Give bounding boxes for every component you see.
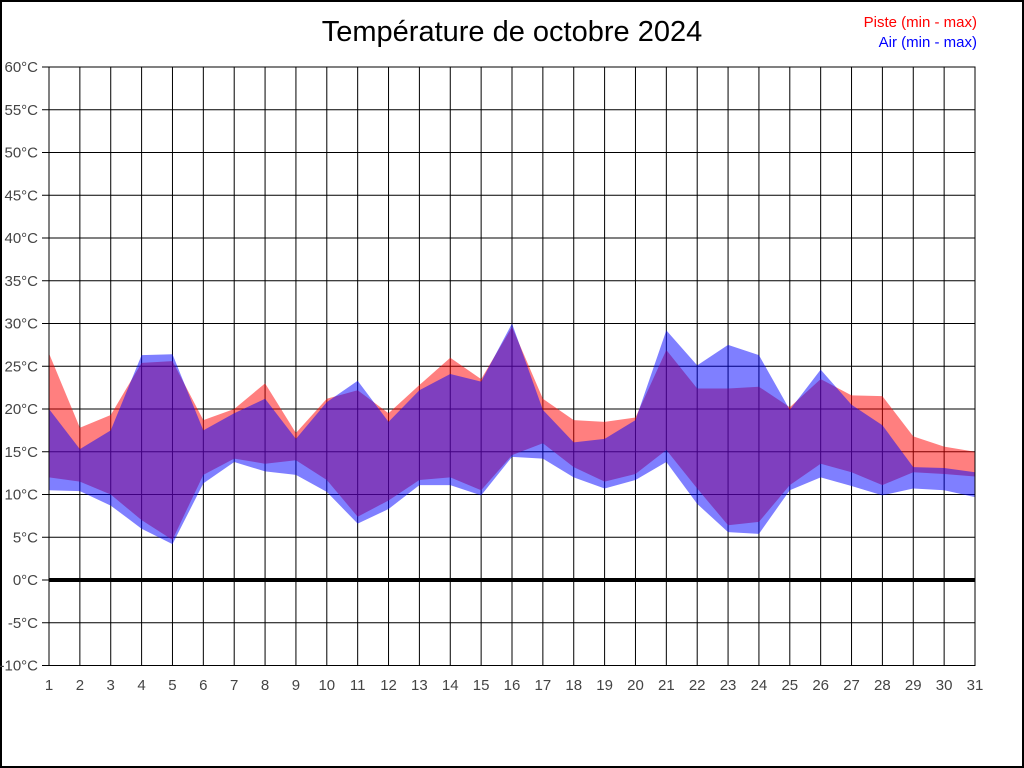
y-axis-tick-label: 25°C xyxy=(4,358,38,375)
legend-entry-air: Air (min - max) xyxy=(878,34,977,51)
y-axis-tick-label: 45°C xyxy=(4,187,38,204)
x-axis-tick-label: 8 xyxy=(261,677,269,694)
x-axis-tick-label: 21 xyxy=(658,677,675,694)
x-axis-tick-label: 11 xyxy=(350,677,366,694)
x-axis-tick-label: 28 xyxy=(874,677,891,694)
y-axis-tick-label: 0°C xyxy=(13,572,38,589)
x-axis-tick-label: 26 xyxy=(812,677,829,694)
air-range-band xyxy=(49,323,975,545)
x-axis-tick-label: 10 xyxy=(318,677,335,694)
x-axis-tick-label: 14 xyxy=(442,677,459,694)
chart-title: Température de octobre 2024 xyxy=(321,16,703,48)
legend-entry-piste: Piste (min - max) xyxy=(863,14,977,31)
x-axis-tick-label: 24 xyxy=(751,677,768,694)
x-axis-tick-label: 30 xyxy=(936,677,953,694)
x-axis-tick-label: 3 xyxy=(107,677,115,694)
y-axis-tick-label: 5°C xyxy=(13,529,38,546)
y-axis-tick-label: 60°C xyxy=(4,59,38,76)
x-axis-tick-label: 2 xyxy=(76,677,84,694)
x-axis-tick-label: 13 xyxy=(411,677,428,694)
x-axis-tick-label: 15 xyxy=(473,677,490,694)
y-axis-tick-label: 35°C xyxy=(4,273,38,290)
x-axis-tick-label: 5 xyxy=(168,677,176,694)
x-axis-tick-label: 9 xyxy=(292,677,300,694)
x-axis-tick-label: 6 xyxy=(199,677,207,694)
x-axis-tick-label: 18 xyxy=(565,677,582,694)
x-axis-tick-label: 27 xyxy=(843,677,860,694)
y-axis-tick-label: 15°C xyxy=(4,444,38,461)
x-axis-tick-label: 7 xyxy=(230,677,238,694)
x-axis-tick-label: 22 xyxy=(689,677,706,694)
y-axis-tick-label: 30°C xyxy=(4,316,38,333)
y-axis-tick-label: 40°C xyxy=(4,230,38,247)
x-axis-tick-label: 31 xyxy=(967,677,984,694)
x-axis-tick-label: 23 xyxy=(720,677,737,694)
x-axis-tick-label: 1 xyxy=(45,677,53,694)
y-axis-tick-label: 10°C xyxy=(4,487,38,504)
x-axis-tick-label: 29 xyxy=(905,677,922,694)
x-axis-tick-label: 19 xyxy=(596,677,613,694)
x-axis-tick-label: 25 xyxy=(781,677,798,694)
chart-legend: Piste (min - max) Air (min - max) xyxy=(864,13,977,53)
y-axis-tick-label: 50°C xyxy=(4,145,38,162)
x-axis-tick-label: 16 xyxy=(504,677,521,694)
y-axis-tick-label: 55°C xyxy=(4,102,38,119)
x-axis-tick-label: 17 xyxy=(535,677,552,694)
x-axis-tick-label: 4 xyxy=(137,677,145,694)
plot-border xyxy=(48,66,976,666)
y-axis-tick-label: -10°C xyxy=(0,658,38,675)
x-axis-tick-label: 12 xyxy=(380,677,397,694)
x-axis-tick-label: 20 xyxy=(627,677,644,694)
y-axis-tick-label: -5°C xyxy=(8,615,38,632)
y-axis-tick-label: 20°C xyxy=(4,401,38,418)
